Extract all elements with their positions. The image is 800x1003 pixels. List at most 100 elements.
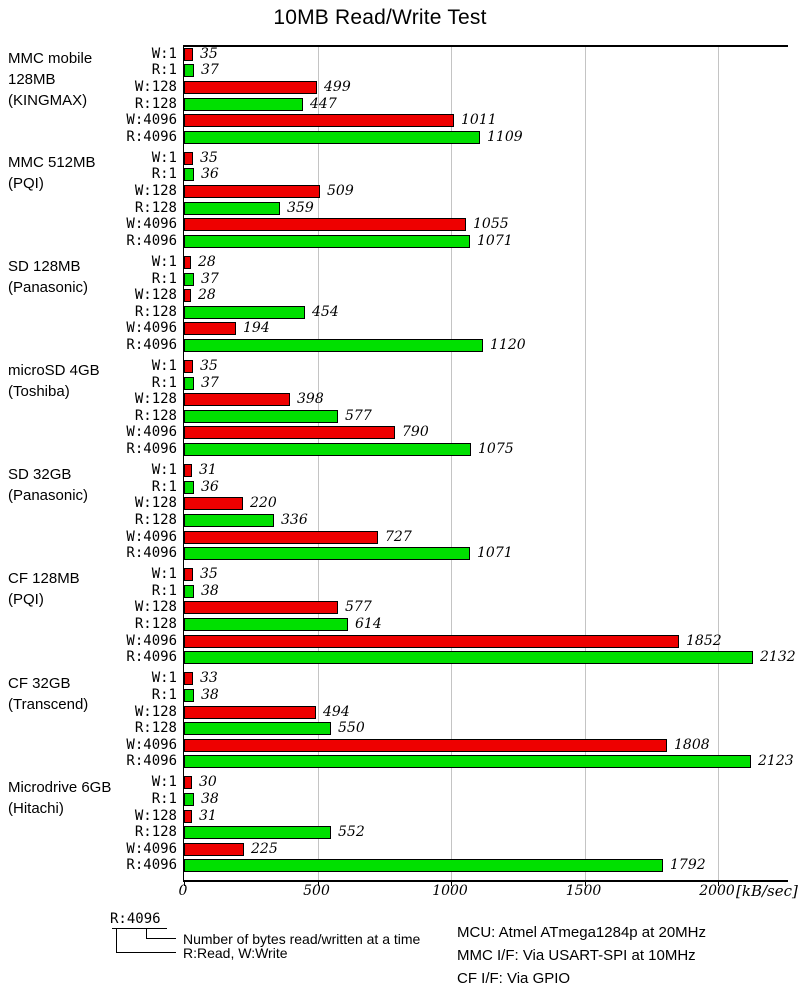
x-tick-label: 1000 [432,883,468,899]
read-bar [184,722,331,736]
read-bar [184,97,303,111]
x-axis-unit-label: [kB/sec] [736,882,798,900]
row-label: R:4096 [126,545,177,562]
bar-value-label: 1792 [670,857,706,874]
row-label: W:128 [134,391,177,408]
bar-value-label: 225 [251,840,278,857]
row-label: W:4096 [126,632,177,649]
read-bar [184,755,751,769]
write-bar [184,322,236,336]
bar-value-label: 494 [323,703,350,720]
row-label: W:128 [134,703,177,720]
bar-row: W:128 398 [0,391,800,408]
row-label: R:128 [134,407,177,424]
group-label: MMC mobile 128MB (KINGMAX) [8,50,93,109]
bar-value-label: 35 [200,149,218,166]
group-label: microSD 4GB (Toshiba) [8,362,100,401]
bar-value-label: 37 [201,270,219,287]
legend-connector-rw [116,929,176,953]
read-bar [184,859,663,873]
legend-example-label: R:4096 [110,911,161,927]
bar-row: W:4096 790 [0,424,800,442]
group-label: SD 128MB (Panasonic) [8,258,89,297]
bar-value-label: 2123 [758,753,794,770]
row-label: W:4096 [126,216,177,233]
read-bar [184,547,470,561]
write-bar [184,809,192,823]
group-rows: W:1 28 R:1 37 W:128 28 R:128 454 W:4096 194 R:4096… [0,254,800,354]
bar-value-label: 1808 [674,736,710,753]
bar-row: W:1 35 [0,150,800,167]
row-label: W:4096 [126,424,177,441]
write-bar [184,530,378,544]
chart-title: 10MB Read/Write Test [273,6,487,29]
read-bar [184,272,194,286]
write-bar [184,464,192,478]
read-bar [184,64,194,78]
row-label: R:128 [134,824,177,841]
bar-row: R:1 37 [0,62,800,80]
row-label: R:4096 [126,649,177,666]
device-group: SD 32GB (Panasonic) W:1 31 R:1 36 W:128 220 R:1… [0,462,800,566]
write-bar [184,842,244,856]
bar-row: R:4096 1071 [0,545,800,562]
row-label: R:1 [151,166,177,183]
row-label: W:1 [151,670,177,687]
bar-value-label: 1071 [477,232,513,249]
bar-value-label: 28 [198,253,216,270]
group-label: Microdrive 6GB (Hitachi) [8,778,112,817]
bar-value-label: 727 [385,528,412,545]
row-label: R:128 [134,199,177,216]
bar-row: W:128 577 [0,599,800,617]
bar-row: R:1 38 [0,791,800,808]
bar-row: R:1 36 [0,166,800,184]
write-bar [184,601,338,615]
bar-value-label: 1071 [477,545,513,562]
group-rows: W:1 33 R:1 38 W:128 494 R:128 550 W:4096 1808 R:40… [0,670,800,771]
bar-value-label: 37 [201,374,219,391]
read-bar [184,513,274,527]
row-label: R:1 [151,374,177,391]
bar-row: R:1 38 [0,583,800,600]
row-label: R:4096 [126,232,177,249]
bar-row: R:4096 1109 [0,129,800,146]
bar-row: W:4096 1852 [0,633,800,650]
read-bar [184,651,753,665]
legend-connector-bytes [146,929,176,939]
write-bar [184,426,395,440]
write-bar [184,218,466,232]
bar-row: R:1 37 [0,375,800,392]
read-bar [184,234,470,248]
bar-row: R:128 359 [0,200,800,217]
bar-value-label: 1011 [461,112,497,129]
gridline-1500 [585,47,586,880]
group-label: SD 32GB (Panasonic) [8,466,89,505]
device-group: SD 128MB (Panasonic) W:1 28 R:1 37 W:128 28 R:1… [0,254,800,358]
row-label: R:1 [151,791,177,808]
bar-row: W:1 28 [0,254,800,271]
bar-value-label: 550 [338,720,365,737]
write-bar [184,255,191,269]
row-label: R:4096 [126,128,177,145]
legend-rw-note: R:Read, W:Write [183,945,288,961]
bar-value-label: 790 [402,424,429,441]
x-tick-2000 [718,882,719,886]
bar-row: W:1 31 [0,462,800,479]
bar-row: R:4096 1792 [0,857,800,875]
row-label: R:4096 [126,753,177,770]
write-bar [184,634,679,648]
write-bar [184,393,290,407]
row-label: W:1 [151,566,177,583]
bar-row: R:4096 2123 [0,753,800,771]
bar-value-label: 38 [201,582,219,599]
bar-row: R:1 36 [0,479,800,496]
read-bar [184,338,483,352]
write-bar [184,360,193,374]
x-tick-label: 1500 [565,883,602,899]
bar-row: R:4096 1075 [0,441,800,458]
bar-value-label: 2132 [760,649,796,666]
device-group: CF 32GB (Transcend) W:1 33 R:1 38 W:128 494 R:1… [0,670,800,775]
bar-value-label: 35 [200,358,218,375]
read-bar [184,443,471,457]
